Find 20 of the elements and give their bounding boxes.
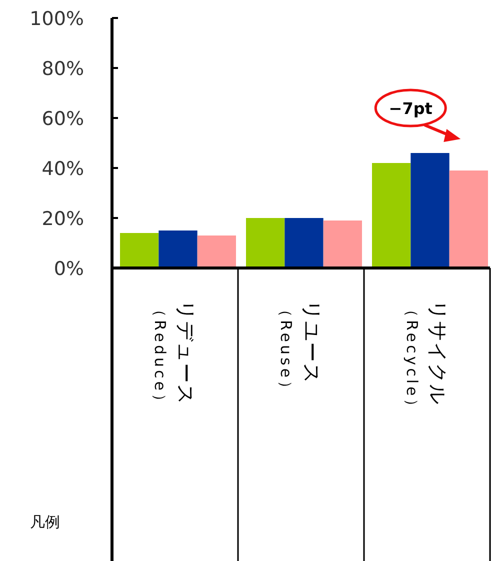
bar (410, 153, 450, 268)
bar (197, 236, 236, 268)
annotation: −7pt (388, 99, 433, 118)
text: 凡例 (30, 513, 60, 531)
x-tick-label: リサイクル（Recycle） (403, 300, 450, 417)
y-tick-label: 80% (42, 58, 84, 80)
bar (158, 230, 198, 268)
bar (372, 163, 411, 268)
y-tick-label: 40% (42, 158, 84, 180)
bar (323, 220, 362, 268)
x-tick-label: リユース（Reuse） (277, 300, 324, 399)
bar (284, 218, 324, 268)
y-tick-label: 60% (42, 108, 84, 130)
y-tick-label: 20% (42, 208, 84, 230)
bar (246, 218, 285, 268)
x-tick-label: リデュース（Reduce） (151, 300, 198, 412)
bar (120, 233, 159, 268)
bar (449, 170, 488, 268)
y-tick-label: 100% (30, 8, 84, 30)
y-tick-label: 0% (54, 258, 84, 280)
